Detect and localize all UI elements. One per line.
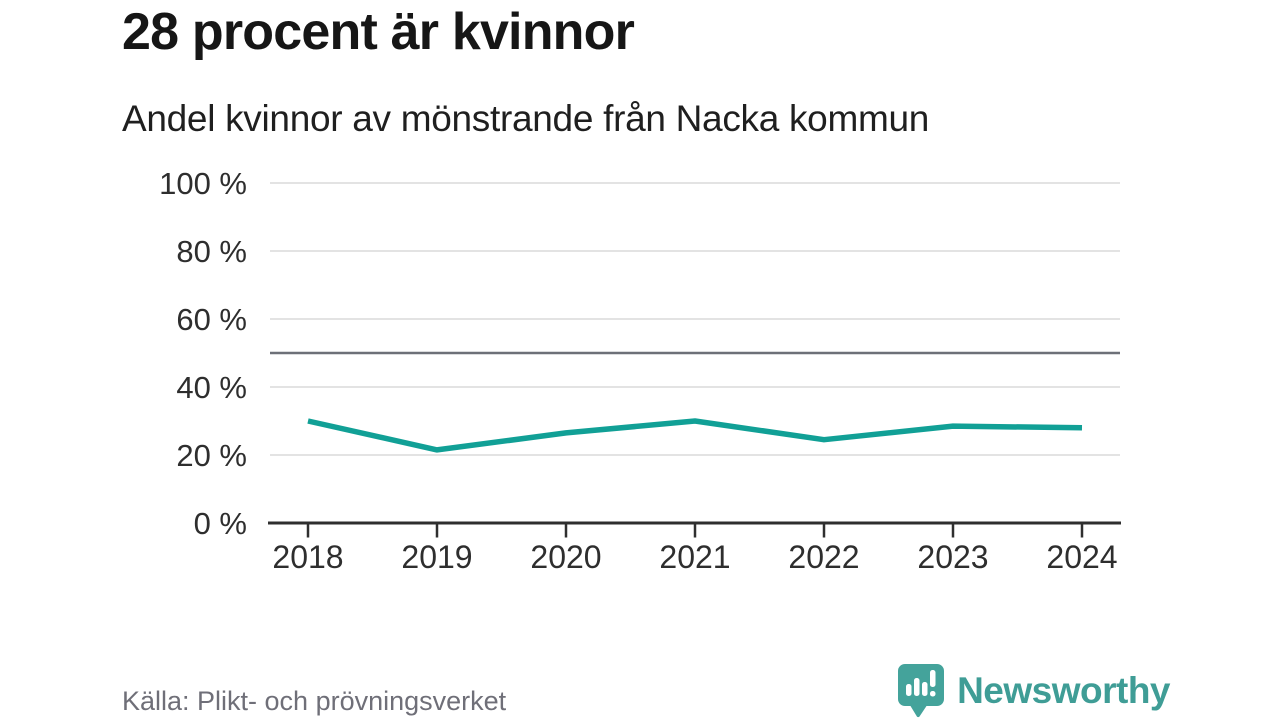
brand-logo: Newsworthy [897,663,1170,718]
exclamation-bar [930,670,936,687]
bar-2 [914,678,920,696]
bar-1 [906,684,912,696]
speech-bubble-shape [898,664,945,718]
y-tick-label: 100 % [159,166,247,201]
y-tick-label: 80 % [176,234,247,269]
brand-name: Newsworthy [957,669,1170,711]
y-tick-label: 60 % [176,302,247,337]
data-line-andel-kvinnor-av-mönstrande [307,418,1083,453]
x-tick-label: 2021 [659,539,730,575]
x-tick-label: 2022 [788,539,859,575]
x-tick-label: 2024 [1046,539,1117,575]
y-tick-label: 40 % [176,370,247,405]
chart-title: 28 procent är kvinnor [122,3,635,61]
newsworthy-speech-bubble-chart-icon [898,664,945,718]
chart-subtitle: Andel kvinnor av mönstrande från Nacka k… [122,98,930,139]
x-tick-label: 2018 [272,539,343,575]
y-tick-label: 20 % [176,438,247,473]
y-tick-label: 0 % [194,506,247,541]
exclamation-dot [930,691,936,697]
x-tick-label: 2019 [401,539,472,575]
x-tick-label: 2023 [917,539,988,575]
bar-3 [922,682,928,696]
x-tick-label: 2020 [530,539,601,575]
source-note: Källa: Plikt- och prövningsverket [122,686,507,716]
